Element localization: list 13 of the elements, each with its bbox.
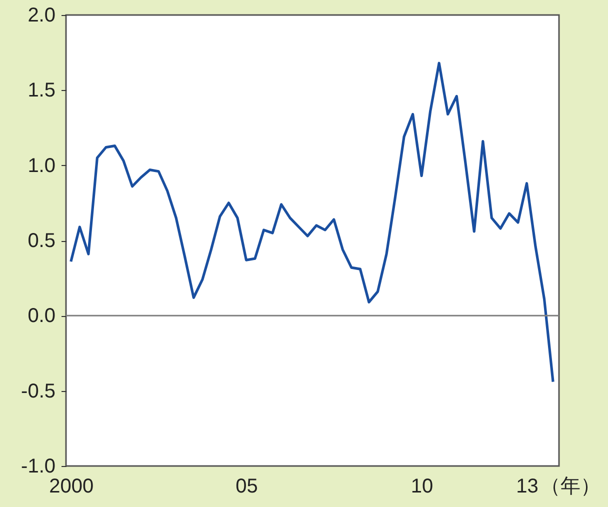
x-tick-label: 05 xyxy=(236,476,258,498)
y-tick-label: 2.0 xyxy=(28,4,56,26)
y-tick-label: -0.5 xyxy=(21,380,56,402)
x-tick-label: 10 xyxy=(410,476,434,498)
x-axis-title: （年） xyxy=(540,476,600,498)
x-tick-label: 2000 xyxy=(49,476,94,498)
y-tick-label: 1.5 xyxy=(28,80,56,102)
line-series xyxy=(70,62,554,384)
y-tick-label: -1.0 xyxy=(21,456,56,478)
y-tick-label: 0.0 xyxy=(28,305,56,328)
x-tick-label: 13 xyxy=(516,476,538,498)
y-tick-label: 1.0 xyxy=(28,154,56,177)
y-tick-label: 0.5 xyxy=(28,230,56,252)
